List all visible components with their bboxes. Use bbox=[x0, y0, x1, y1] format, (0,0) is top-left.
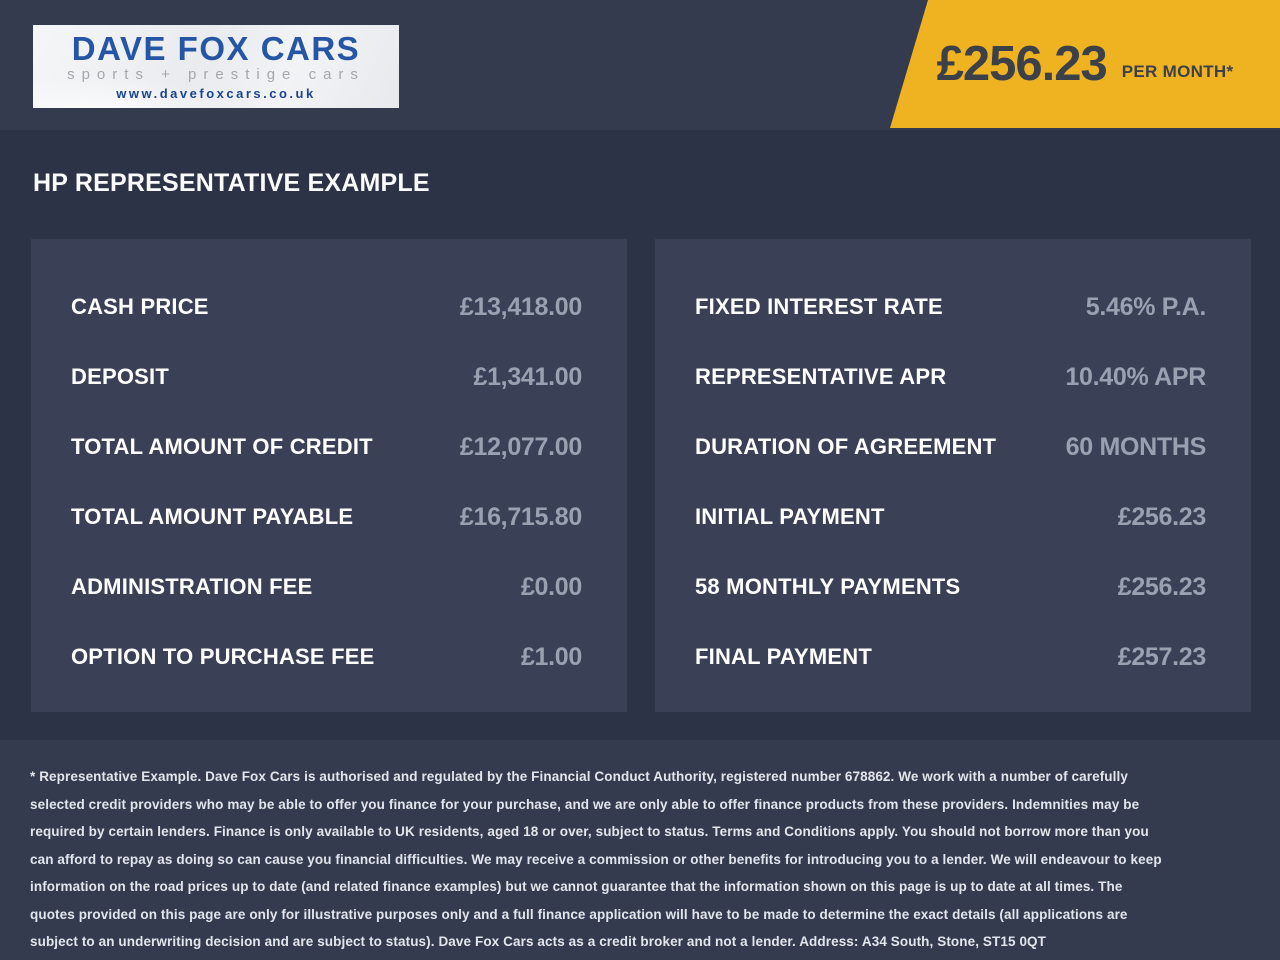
finance-row-apr: REPRESENTATIVE APR 10.40% APR bbox=[695, 342, 1206, 412]
finance-value: £1,341.00 bbox=[473, 362, 582, 391]
dealer-logo-title: DAVE FOX CARS bbox=[71, 29, 361, 68]
finance-row-monthly-payments: 58 MONTHLY PAYMENTS £256.23 bbox=[695, 552, 1206, 622]
finance-value: 10.40% APR bbox=[1065, 362, 1206, 391]
monthly-price-suffix: PER MONTH* bbox=[1121, 62, 1234, 81]
finance-value: £0.00 bbox=[520, 572, 582, 601]
page-title: HP REPRESENTATIVE EXAMPLE bbox=[33, 169, 430, 197]
dealer-logo-subtitle: sports + prestige cars bbox=[67, 66, 365, 83]
finance-row-duration: DURATION OF AGREEMENT 60 MONTHS bbox=[695, 412, 1206, 482]
finance-label: DURATION OF AGREEMENT bbox=[695, 434, 997, 459]
monthly-price-banner: £256.23 PER MONTH* bbox=[890, 0, 1280, 128]
finance-row-admin-fee: ADMINISTRATION FEE £0.00 bbox=[71, 552, 582, 622]
finance-value: £257.23 bbox=[1117, 642, 1207, 671]
finance-row-initial-payment: INITIAL PAYMENT £256.23 bbox=[695, 482, 1206, 552]
finance-row-deposit: DEPOSIT £1,341.00 bbox=[71, 342, 582, 412]
finance-value: 60 MONTHS bbox=[1065, 432, 1207, 461]
finance-label: TOTAL AMOUNT PAYABLE bbox=[71, 504, 354, 529]
finance-row-option-fee: OPTION TO PURCHASE FEE £1.00 bbox=[71, 622, 582, 692]
finance-label: FIXED INTEREST RATE bbox=[695, 294, 943, 319]
finance-label: ADMINISTRATION FEE bbox=[71, 574, 313, 599]
finance-row-total-payable: TOTAL AMOUNT PAYABLE £16,715.80 bbox=[71, 482, 582, 552]
finance-label: 58 MONTHLY PAYMENTS bbox=[695, 574, 961, 599]
dealer-logo[interactable]: DAVE FOX CARS sports + prestige cars www… bbox=[33, 25, 399, 108]
finance-value: £12,077.00 bbox=[459, 432, 582, 461]
finance-label: INITIAL PAYMENT bbox=[695, 504, 885, 529]
monthly-price-amount: £256.23 bbox=[936, 37, 1108, 91]
finance-label: REPRESENTATIVE APR bbox=[695, 364, 947, 389]
finance-panel-right: FIXED INTEREST RATE 5.46% P.A. REPRESENT… bbox=[655, 239, 1251, 712]
finance-label: DEPOSIT bbox=[71, 364, 169, 389]
finance-label: TOTAL AMOUNT OF CREDIT bbox=[71, 434, 373, 459]
footer-band: * Representative Example. Dave Fox Cars … bbox=[0, 740, 1280, 960]
finance-label: FINAL PAYMENT bbox=[695, 644, 872, 669]
finance-label: OPTION TO PURCHASE FEE bbox=[71, 644, 375, 669]
header-band: DAVE FOX CARS sports + prestige cars www… bbox=[0, 0, 1280, 130]
finance-row-total-credit: TOTAL AMOUNT OF CREDIT £12,077.00 bbox=[71, 412, 582, 482]
finance-panel-left: CASH PRICE £13,418.00 DEPOSIT £1,341.00 … bbox=[31, 239, 627, 712]
finance-label: CASH PRICE bbox=[71, 294, 209, 319]
finance-value: £256.23 bbox=[1117, 502, 1207, 531]
finance-row-interest-rate: FIXED INTEREST RATE 5.46% P.A. bbox=[695, 272, 1206, 342]
finance-value: £16,715.80 bbox=[459, 502, 582, 531]
finance-row-final-payment: FINAL PAYMENT £257.23 bbox=[695, 622, 1206, 692]
finance-row-cash-price: CASH PRICE £13,418.00 bbox=[71, 272, 582, 342]
finance-value: £13,418.00 bbox=[459, 292, 582, 321]
finance-value: £1.00 bbox=[520, 642, 582, 671]
dealer-website-link[interactable]: www.davefoxcars.co.uk bbox=[116, 86, 316, 101]
finance-value: £256.23 bbox=[1117, 572, 1207, 601]
disclaimer-text: * Representative Example. Dave Fox Cars … bbox=[30, 769, 1162, 949]
finance-value: 5.46% P.A. bbox=[1085, 292, 1207, 321]
